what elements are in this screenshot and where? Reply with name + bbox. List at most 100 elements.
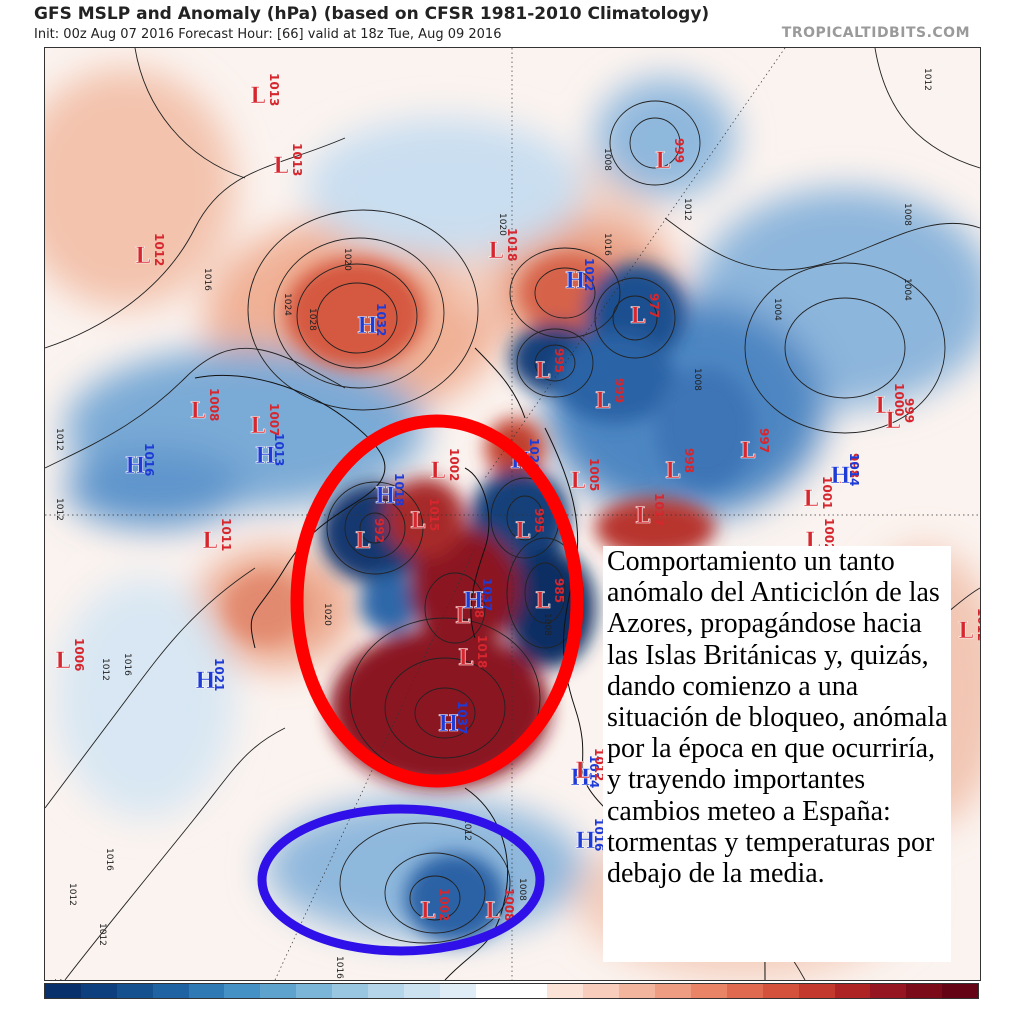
pressure-center-letter: L [958, 618, 973, 644]
isobar-label: 1028 [307, 308, 317, 331]
pressure-center-letter: L [803, 486, 818, 512]
pressure-center-value: 1005 [587, 458, 601, 491]
isobar-label: 1012 [67, 883, 77, 906]
colorbar-swatch [403, 984, 440, 998]
isobar-label: 1012 [100, 658, 110, 681]
pressure-center-letter: L [875, 393, 890, 419]
pressure-center-letter: H [565, 268, 586, 294]
pressure-center-value: 1013 [290, 143, 304, 176]
anomaly-colorbar [44, 983, 979, 999]
pressure-center-letter: H [570, 765, 591, 791]
chart-title: GFS MSLP and Anomaly (hPa) (based on CFS… [34, 4, 710, 24]
isobar-label: 1004 [902, 278, 912, 301]
pressure-center-value: 1032 [374, 303, 388, 336]
pressure-center-letter: L [655, 148, 670, 174]
isobar-labels: 1012 1016 1020 1024 1028 1008 1004 1012 1016 1020… [52, 68, 932, 981]
colorbar-swatch [439, 984, 476, 998]
pressure-center-letter: L [535, 358, 550, 384]
pressure-center-value: 1008 [502, 888, 516, 921]
pressure-center-value: 998 [847, 453, 861, 478]
isobar-label: 1012 [54, 498, 64, 521]
pressure-center-value: 997 [757, 428, 771, 453]
colorbar-swatch [547, 984, 584, 998]
pressure-center-value: 992 [372, 518, 386, 543]
isobar-label: 1008 [602, 148, 612, 171]
colorbar-swatch [655, 984, 692, 998]
isobar-label: 1008 [902, 203, 912, 226]
isobar-label: 1024 [282, 293, 292, 316]
pressure-center-value: 1000 [892, 383, 906, 416]
isobar-label: 1012 [54, 428, 64, 451]
pressure-center-value: 1002 [822, 518, 836, 551]
pressure-center-value: 1011 [219, 518, 233, 551]
colorbar-swatch [870, 984, 907, 998]
pressure-center-value: 1007 [267, 403, 281, 436]
pressure-center-value: 999 [902, 398, 916, 423]
pressure-center-letter: L [190, 398, 205, 424]
pressure-center-value: 999 [672, 138, 686, 163]
colorbar-swatch [45, 984, 81, 998]
colorbar-swatch [511, 984, 548, 998]
isobar-label: 1016 [122, 653, 132, 676]
pressure-center-value: 998 [682, 448, 696, 473]
pressure-center-value: 1016 [592, 818, 606, 851]
isobar-label: 1004 [772, 298, 782, 321]
pressure-center-value: 1015 [427, 498, 441, 531]
pressure-center-letter: L [740, 438, 755, 464]
pressure-center-letter: H [195, 668, 216, 694]
pressure-center-letter: H [463, 588, 484, 614]
pressure-center-value: 1001 [820, 476, 834, 509]
colorbar-swatch [619, 984, 656, 998]
pressure-center-letter: L [55, 648, 70, 674]
pressure-center-value: 1012 [152, 233, 166, 266]
pressure-center-letter: L [635, 503, 650, 529]
pressure-center-value: 995 [532, 508, 546, 533]
colorbar-swatch [332, 984, 369, 998]
pressure-center-value: 1018 [392, 473, 406, 506]
red-highlight-circle [290, 414, 584, 788]
isobar-label: 1020 [497, 213, 507, 236]
pressure-center-value: 1002 [437, 888, 451, 921]
annotation-box: Comportamiento un tanto anómalo del Anti… [603, 546, 951, 962]
colorbar-swatch [726, 984, 763, 998]
isobar-label: 1012 [52, 978, 62, 981]
colorbar-swatch [798, 984, 835, 998]
pressure-center-letter: H [575, 828, 596, 854]
pressure-map: 1013L1013L1012L1032H1018L1022H999L977L99… [44, 47, 981, 981]
pressure-center-letter: H [255, 443, 276, 469]
pressure-center-letter: L [595, 388, 610, 414]
pressure-center-letter: L [830, 463, 845, 489]
isobar-label: 1016 [104, 848, 114, 871]
pressure-center-letter: L [630, 303, 645, 329]
pressure-center-value: 1006 [72, 638, 86, 671]
isobar-label: 1016 [334, 956, 344, 979]
pressure-center-letter: L [355, 528, 370, 554]
isobar-label: 1012 [682, 198, 692, 221]
colorbar-swatch [188, 984, 225, 998]
pressure-center-value: 1022 [582, 258, 596, 291]
colorbar-swatch [296, 984, 333, 998]
pressure-center-letter: L [665, 458, 680, 484]
annotation-text: Comportamiento un tanto anómalo del Anti… [607, 546, 948, 890]
